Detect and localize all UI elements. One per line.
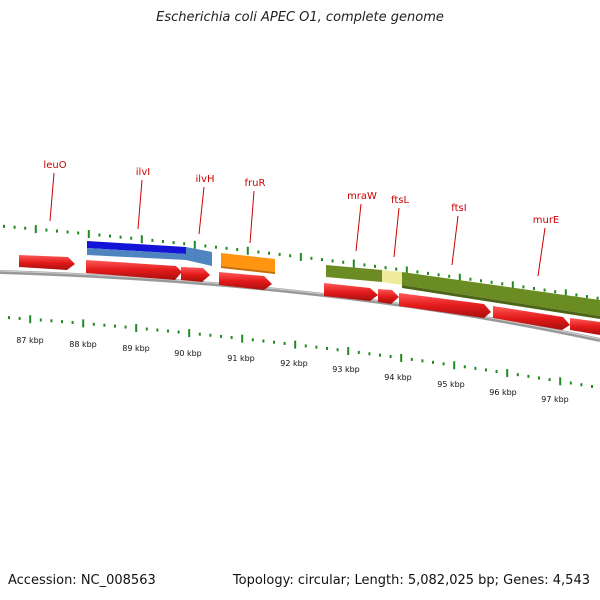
ftsL-feature-bar	[382, 270, 402, 285]
genome-backbone-highlight	[0, 270, 600, 340]
scale-label-layer: 87 kbp 88 kbp 89 kbp 90 kbp 91 kbp 92 kbp 93 k…	[16, 336, 569, 404]
gene-label-leuO: leuO	[43, 160, 66, 171]
gene-label-ftsI: ftsI	[451, 203, 466, 214]
gene-arrow[interactable]	[181, 267, 210, 282]
gene-label-leader	[537, 227, 546, 277]
scale-label: 93 kbp	[332, 365, 360, 374]
genome-backbone	[0, 270, 600, 342]
ilvI-feature-lower	[87, 248, 186, 260]
gene-label-ilvI: ilvI	[136, 167, 150, 178]
ftsI-murE-feature-bar	[402, 272, 600, 316]
scale-label: 87 kbp	[16, 336, 44, 345]
scale-label: 92 kbp	[280, 359, 308, 368]
fruR-feature-shade	[221, 266, 275, 274]
scale-label: 97 kbp	[541, 395, 569, 404]
gene-label-mraW: mraW	[347, 191, 377, 202]
gene-label-leader	[249, 190, 255, 244]
gene-label-ftsL: ftsL	[391, 195, 409, 206]
ilvI-top-bar	[87, 241, 186, 254]
scale-label: 95 kbp	[437, 380, 465, 389]
ilvI-feature-bar	[186, 247, 212, 266]
scale-label: 94 kbp	[384, 373, 412, 382]
gene-label-leader	[451, 215, 459, 266]
gene-label-leader	[198, 186, 205, 235]
feature-blocks	[87, 241, 600, 319]
gene-arrow[interactable]	[378, 289, 399, 304]
mraW-feature-bar	[326, 265, 382, 282]
accession-text: Accession: NC_008563	[8, 573, 156, 588]
gene-label-leader	[137, 179, 143, 230]
gene-arrow[interactable]	[19, 255, 75, 270]
gene-arrow[interactable]	[399, 293, 491, 318]
gene-arrow[interactable]	[570, 318, 600, 335]
gene-label-ilvH: ilvH	[196, 174, 215, 185]
gene-arrow[interactable]	[324, 283, 378, 301]
ftsI-murE-feature-shade	[402, 285, 600, 319]
gene-arrow[interactable]	[86, 260, 182, 280]
fruR-feature-bar	[221, 253, 275, 272]
gene-label-leader	[49, 172, 55, 222]
map-title: Escherichia coli APEC O1, complete genom…	[156, 10, 444, 25]
gene-arrow[interactable]	[493, 306, 570, 330]
gene-label-murE: murE	[533, 215, 560, 226]
scale-label: 91 kbp	[227, 354, 255, 363]
scale-label: 90 kbp	[174, 349, 202, 358]
genome-summary-text: Topology: circular; Length: 5,082,025 bp…	[232, 573, 590, 588]
scale-label: 96 kbp	[489, 388, 517, 397]
scale-label: 88 kbp	[69, 340, 97, 349]
lower-tick-track	[8, 315, 593, 388]
gene-label-leader	[393, 207, 400, 258]
gene-label-leader	[355, 203, 362, 252]
scale-label: 89 kbp	[122, 344, 150, 353]
gene-arrows	[19, 255, 600, 335]
gene-arrow[interactable]	[219, 272, 272, 290]
gene-label-fruR: fruR	[245, 178, 266, 189]
gene-label-layer: leuO ilvI ilvH fruR mraW ftsL ftsI murE	[43, 160, 560, 277]
